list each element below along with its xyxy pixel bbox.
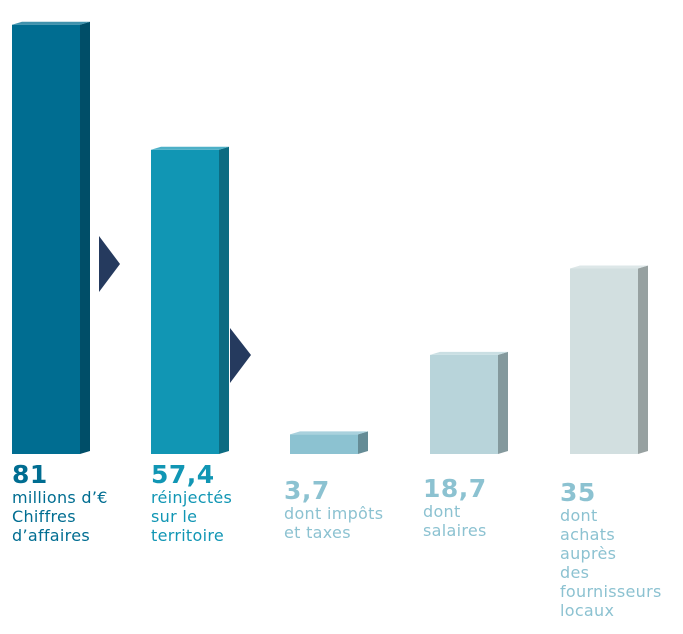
bar-description-line: d’affaires	[12, 526, 90, 545]
bar-side-5	[638, 265, 648, 454]
bar-front-5	[570, 268, 638, 454]
bar-value-label: 3,7	[284, 476, 330, 505]
bar-top-2	[151, 146, 229, 150]
flow-arrow-2	[230, 328, 251, 383]
bar-description-line: et taxes	[284, 523, 351, 542]
bar-5	[570, 265, 648, 454]
bar-side-1	[80, 21, 90, 454]
bar-description-line: dont	[423, 502, 461, 521]
flow-arrow-1	[99, 236, 120, 292]
bar-description-line: salaires	[423, 521, 487, 540]
bar-label-5: 35 dont achats auprès des fournisseurs locaux	[560, 478, 662, 621]
bar-description-line: territoire	[151, 526, 225, 545]
bar-top-3	[290, 431, 368, 435]
bar-description-line: auprès	[560, 544, 617, 563]
bar-front-1	[12, 24, 80, 454]
bar-label-1: 81 millions d’€ Chiffres d’affaires	[12, 460, 108, 546]
bar-side-2	[219, 146, 229, 454]
bar-1	[12, 21, 90, 454]
bar-description-line: dont	[560, 506, 598, 525]
bar-front-3	[290, 434, 358, 454]
bar-label-4: 18,7 dont salaires	[423, 474, 487, 541]
bar-top-4	[430, 351, 508, 355]
bar-description-line: réinjectés	[151, 488, 233, 507]
bar-description-line: fournisseurs	[560, 582, 662, 601]
bar-description-line: sur le	[151, 507, 198, 526]
bar-top-5	[570, 265, 648, 269]
bar-value-label: 57,4	[151, 460, 215, 489]
bar-value-label: 18,7	[423, 474, 487, 503]
bar-side-4	[498, 351, 508, 454]
bar-side-3	[358, 431, 368, 454]
bar-description-line: locaux	[560, 601, 615, 620]
bar-description-line: dont impôts	[284, 504, 384, 523]
bar-description-line: achats	[560, 525, 615, 544]
bar-3	[290, 431, 368, 454]
bar-value-label: 81	[12, 460, 48, 489]
bar-description-line: des	[560, 563, 590, 582]
bar-value-label: 35	[560, 478, 596, 507]
bar-front-4	[430, 354, 498, 454]
bar-front-2	[151, 149, 219, 454]
bar-4	[430, 351, 508, 454]
bar-description-line: millions d’€	[12, 488, 108, 507]
bar-label-3: 3,7 dont impôts et taxes	[284, 476, 384, 543]
bar-label-2: 57,4 réinjectés sur le territoire	[151, 460, 233, 546]
bar-description-line: Chiffres	[12, 507, 76, 526]
bar-top-1	[12, 21, 90, 25]
bar-2	[151, 146, 229, 454]
